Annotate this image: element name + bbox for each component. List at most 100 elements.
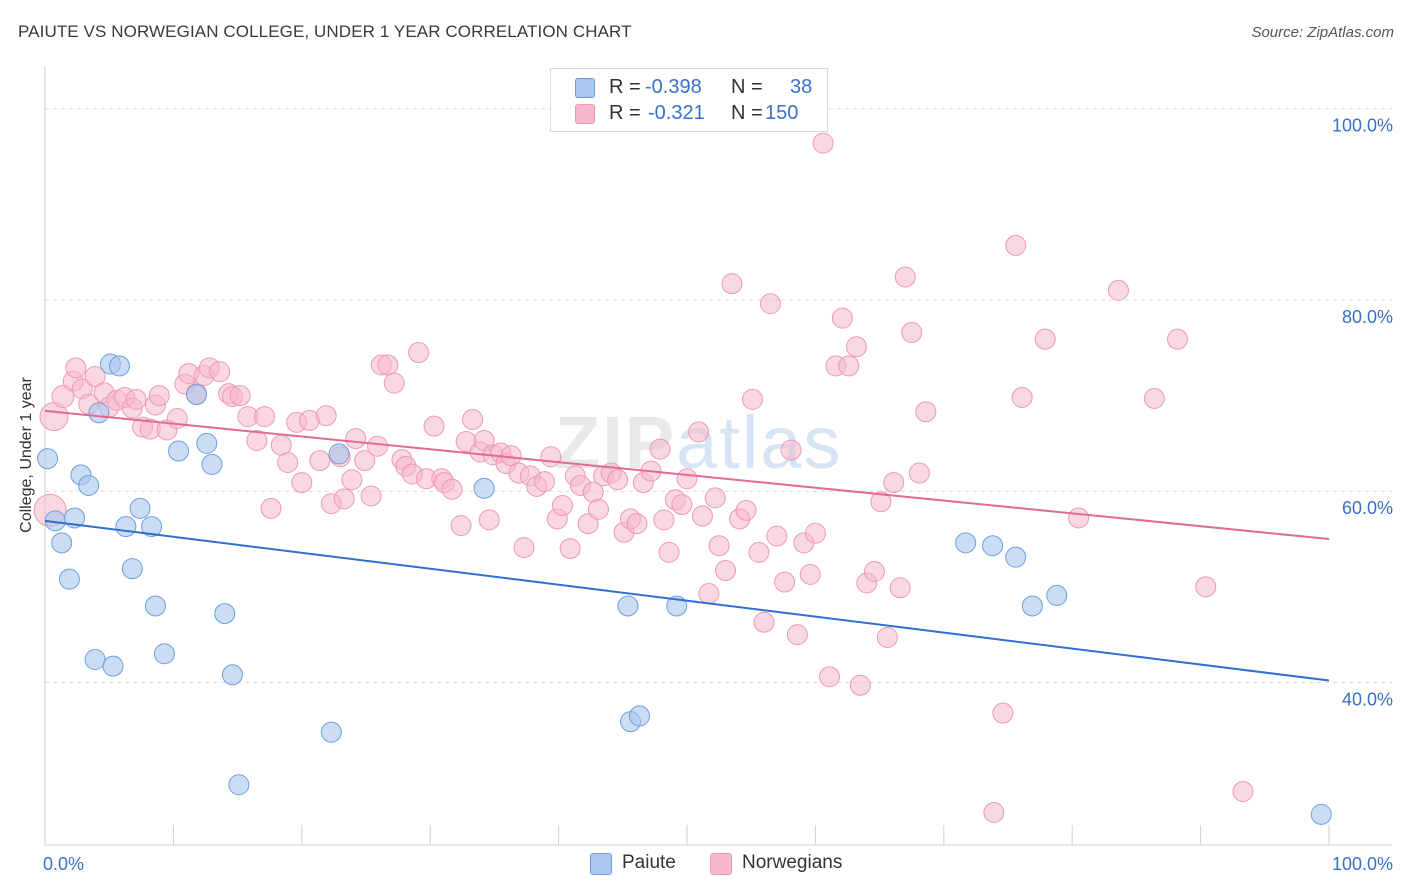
n-value: 38 bbox=[790, 76, 813, 98]
norwegians-point bbox=[408, 342, 430, 364]
norwegians-point bbox=[377, 354, 399, 376]
norwegians-point bbox=[341, 469, 363, 491]
norwegians-point bbox=[831, 307, 853, 329]
norwegians-point bbox=[360, 485, 382, 507]
norwegians-point bbox=[577, 513, 599, 535]
norwegians-point bbox=[125, 388, 147, 410]
paiute-point bbox=[84, 648, 106, 670]
norwegians-point bbox=[766, 525, 788, 547]
source-credit: Source: ZipAtlas.com bbox=[1251, 24, 1394, 41]
axes bbox=[44, 66, 1392, 846]
norwegians-point bbox=[383, 372, 405, 394]
norwegians-point bbox=[1107, 279, 1129, 301]
y-axis-label: College, Under 1 year bbox=[18, 377, 35, 533]
paiute-point bbox=[1005, 546, 1027, 568]
norwegians-point bbox=[607, 469, 629, 491]
chart-title: PAIUTE VS NORWEGIAN COLLEGE, UNDER 1 YEA… bbox=[18, 22, 632, 41]
norwegians-point bbox=[838, 355, 860, 377]
paiute-point bbox=[102, 655, 124, 677]
norwegians-point bbox=[799, 563, 821, 585]
paiute-point bbox=[141, 516, 163, 538]
r-value: -0.398 bbox=[645, 76, 702, 98]
legend-label: Norwegians bbox=[742, 852, 843, 873]
norwegians-point bbox=[1034, 328, 1056, 350]
norwegians-point bbox=[780, 439, 802, 461]
paiute-point bbox=[221, 664, 243, 686]
norwegians-point bbox=[309, 450, 331, 472]
norwegians-point bbox=[658, 541, 680, 563]
norwegians-point bbox=[246, 430, 268, 452]
y-tick-label: 60.0% bbox=[1342, 498, 1393, 518]
norwegians-point bbox=[901, 321, 923, 343]
paiute-point bbox=[144, 595, 166, 617]
norwegians-point bbox=[715, 560, 737, 582]
paiute-point bbox=[955, 532, 977, 554]
y-tick-label: 80.0% bbox=[1342, 307, 1393, 327]
paiute-point bbox=[320, 721, 342, 743]
norwegians-point bbox=[845, 336, 867, 358]
paiute-point bbox=[473, 477, 495, 499]
paiute-point bbox=[1021, 595, 1043, 617]
norwegians-point bbox=[704, 487, 726, 509]
norwegians-point bbox=[1068, 507, 1090, 529]
r-label: R = bbox=[609, 102, 641, 124]
norwegians-point bbox=[721, 273, 743, 295]
norwegians-point bbox=[748, 541, 770, 563]
norwegians-point bbox=[626, 513, 648, 535]
norwegians-point bbox=[876, 626, 898, 648]
norwegians-point bbox=[883, 472, 905, 494]
norwegians-point bbox=[753, 611, 775, 633]
paiute-point bbox=[58, 568, 80, 590]
norwegians-point bbox=[345, 428, 367, 450]
norwegians-point bbox=[209, 361, 231, 383]
norwegians-swatch bbox=[575, 104, 595, 124]
paiute-point bbox=[168, 440, 190, 462]
r-label: R = bbox=[609, 76, 641, 98]
norwegians-point bbox=[653, 509, 675, 531]
norwegians-point bbox=[915, 401, 937, 423]
paiute-point bbox=[201, 453, 223, 475]
norwegians-point bbox=[450, 515, 472, 537]
norwegians-point bbox=[315, 405, 337, 427]
norwegians-point bbox=[441, 478, 463, 500]
norwegians-point bbox=[786, 624, 808, 646]
r-value: -0.321 bbox=[648, 102, 705, 124]
norwegians-point bbox=[1011, 386, 1033, 408]
n-label: N = bbox=[731, 76, 763, 98]
norwegians-point bbox=[478, 509, 500, 531]
norwegians-point bbox=[735, 499, 757, 521]
norwegians-point bbox=[908, 462, 930, 484]
legend-label: Paiute bbox=[622, 852, 676, 873]
norwegians-point bbox=[84, 365, 106, 387]
norwegians-point bbox=[1005, 234, 1027, 256]
norwegians-point bbox=[367, 435, 389, 457]
paiute-point bbox=[88, 402, 110, 424]
correlation-legend: R = -0.398 N = 38 R = -0.321 N = 150 bbox=[550, 68, 828, 132]
norwegians-point bbox=[894, 266, 916, 288]
norwegians-point bbox=[983, 801, 1005, 823]
paiute-point bbox=[328, 443, 350, 465]
norwegians-point bbox=[708, 535, 730, 557]
paiute-point bbox=[78, 474, 100, 496]
paiute-swatch bbox=[590, 853, 612, 875]
paiute-points bbox=[37, 353, 1332, 825]
paiute-point bbox=[129, 497, 151, 519]
norwegians-point bbox=[1143, 387, 1165, 409]
paiute-point bbox=[196, 432, 218, 454]
norwegians-point bbox=[354, 450, 376, 472]
norwegians-point bbox=[65, 357, 87, 379]
norwegians-point bbox=[1195, 576, 1217, 598]
paiute-point bbox=[617, 595, 639, 617]
paiute-swatch bbox=[575, 78, 595, 98]
norwegians-point bbox=[812, 132, 834, 154]
norwegians-point bbox=[540, 446, 562, 468]
norwegians-point bbox=[804, 522, 826, 544]
norwegians-point bbox=[774, 571, 796, 593]
norwegians-point bbox=[849, 674, 871, 696]
norwegians-point bbox=[819, 666, 841, 688]
norwegians-point bbox=[863, 561, 885, 583]
paiute-point bbox=[214, 603, 236, 625]
norwegians-point bbox=[423, 415, 445, 437]
paiute-point bbox=[1310, 803, 1332, 825]
paiute-trend-line bbox=[44, 519, 1330, 682]
